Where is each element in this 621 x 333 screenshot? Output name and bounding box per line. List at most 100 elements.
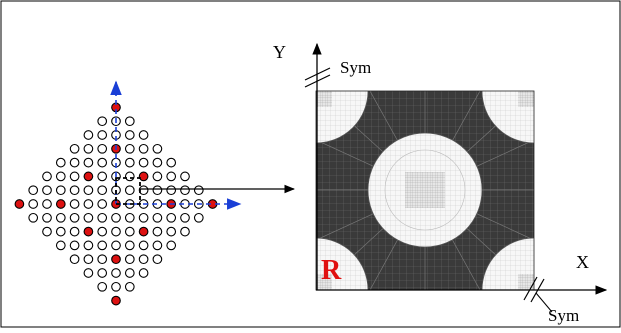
hole-empty xyxy=(83,185,94,196)
hole-empty xyxy=(42,199,52,209)
hole-empty xyxy=(193,212,204,223)
hole-empty xyxy=(97,116,108,127)
hole-empty xyxy=(55,171,66,182)
hole-empty xyxy=(138,130,149,140)
hole-empty xyxy=(83,240,94,251)
hole-empty xyxy=(193,185,204,196)
hole-empty xyxy=(152,226,163,237)
hole-empty xyxy=(180,226,190,237)
hole-empty xyxy=(97,254,108,265)
hole-empty xyxy=(97,185,108,196)
hole-empty xyxy=(138,268,149,278)
hole-empty xyxy=(69,143,80,154)
hole-empty xyxy=(111,212,121,223)
hole-empty xyxy=(97,212,108,223)
hole-empty xyxy=(69,199,80,209)
hole-empty xyxy=(152,254,163,265)
hole-empty xyxy=(69,171,80,182)
hole-empty xyxy=(42,212,52,223)
hole-empty xyxy=(166,240,177,251)
hole-empty xyxy=(97,130,108,140)
hole-empty xyxy=(69,226,80,237)
hole-empty xyxy=(124,130,135,140)
hole-empty xyxy=(180,212,190,223)
hole-empty xyxy=(111,240,121,251)
hole-empty xyxy=(152,240,163,251)
hole-empty xyxy=(124,240,135,251)
hole-empty xyxy=(138,212,149,223)
hole-empty xyxy=(152,212,163,223)
hole-empty xyxy=(97,226,108,237)
hole-empty xyxy=(166,157,177,168)
hole-empty xyxy=(97,143,108,154)
hole-empty xyxy=(69,254,80,265)
hole-empty xyxy=(97,199,108,209)
sym-tick-top-1 xyxy=(304,67,331,81)
hole-filled xyxy=(83,171,94,182)
hole-filled xyxy=(138,226,149,237)
hole-empty xyxy=(42,171,52,182)
hole-empty xyxy=(83,157,94,168)
hole-filled xyxy=(138,171,149,182)
hole-empty xyxy=(180,185,190,196)
hole-empty xyxy=(152,157,163,168)
hole-empty xyxy=(152,171,163,182)
center-fine-mesh xyxy=(405,172,445,208)
hole-empty xyxy=(124,254,135,265)
hole-empty xyxy=(124,185,135,196)
hole-empty xyxy=(138,254,149,265)
hole-empty xyxy=(111,226,121,237)
hole-lattice xyxy=(14,102,218,306)
mesh-panel xyxy=(316,91,534,290)
hole-empty xyxy=(97,171,108,182)
hole-empty xyxy=(55,185,66,196)
region-label: R xyxy=(321,255,342,286)
sym-leader-bottom xyxy=(535,292,553,313)
hole-empty xyxy=(69,185,80,196)
hole-empty xyxy=(83,130,94,140)
hole-empty xyxy=(166,212,177,223)
hole-empty xyxy=(28,185,39,196)
hole-empty xyxy=(124,281,135,292)
hole-empty xyxy=(42,185,52,196)
hole-empty xyxy=(138,157,149,168)
hole-empty xyxy=(124,268,135,278)
hole-empty xyxy=(138,240,149,251)
hole-empty xyxy=(69,157,80,168)
sym-tick-bottom-1 xyxy=(523,276,538,301)
sym-tick-bottom-2 xyxy=(530,278,545,303)
hole-empty xyxy=(152,143,163,154)
hole-empty xyxy=(97,240,108,251)
hole-empty xyxy=(69,212,80,223)
hole-empty xyxy=(124,212,135,223)
hole-empty xyxy=(42,226,52,237)
hole-empty xyxy=(97,157,108,168)
hole-empty xyxy=(97,281,108,292)
hole-empty xyxy=(83,254,94,265)
hole-empty xyxy=(138,143,149,154)
hole-empty xyxy=(166,226,177,237)
hole-empty xyxy=(124,116,135,127)
hole-empty xyxy=(55,226,66,237)
hole-empty xyxy=(152,185,163,196)
hole-empty xyxy=(166,171,177,182)
hole-empty xyxy=(83,212,94,223)
sym-label-top: Sym xyxy=(340,58,371,77)
hole-empty xyxy=(55,157,66,168)
hole-empty xyxy=(83,268,94,278)
hole-filled xyxy=(55,199,66,209)
hole-filled xyxy=(111,295,121,306)
hole-empty xyxy=(55,212,66,223)
hole-filled xyxy=(111,254,121,265)
hole-empty xyxy=(124,171,135,182)
hole-empty xyxy=(69,240,80,251)
sym-label-bottom: Sym xyxy=(548,306,579,325)
hole-empty xyxy=(166,185,177,196)
y-axis-label: Y xyxy=(273,42,286,62)
hole-empty xyxy=(124,226,135,237)
hole-empty xyxy=(83,199,94,209)
hole-empty xyxy=(55,240,66,251)
